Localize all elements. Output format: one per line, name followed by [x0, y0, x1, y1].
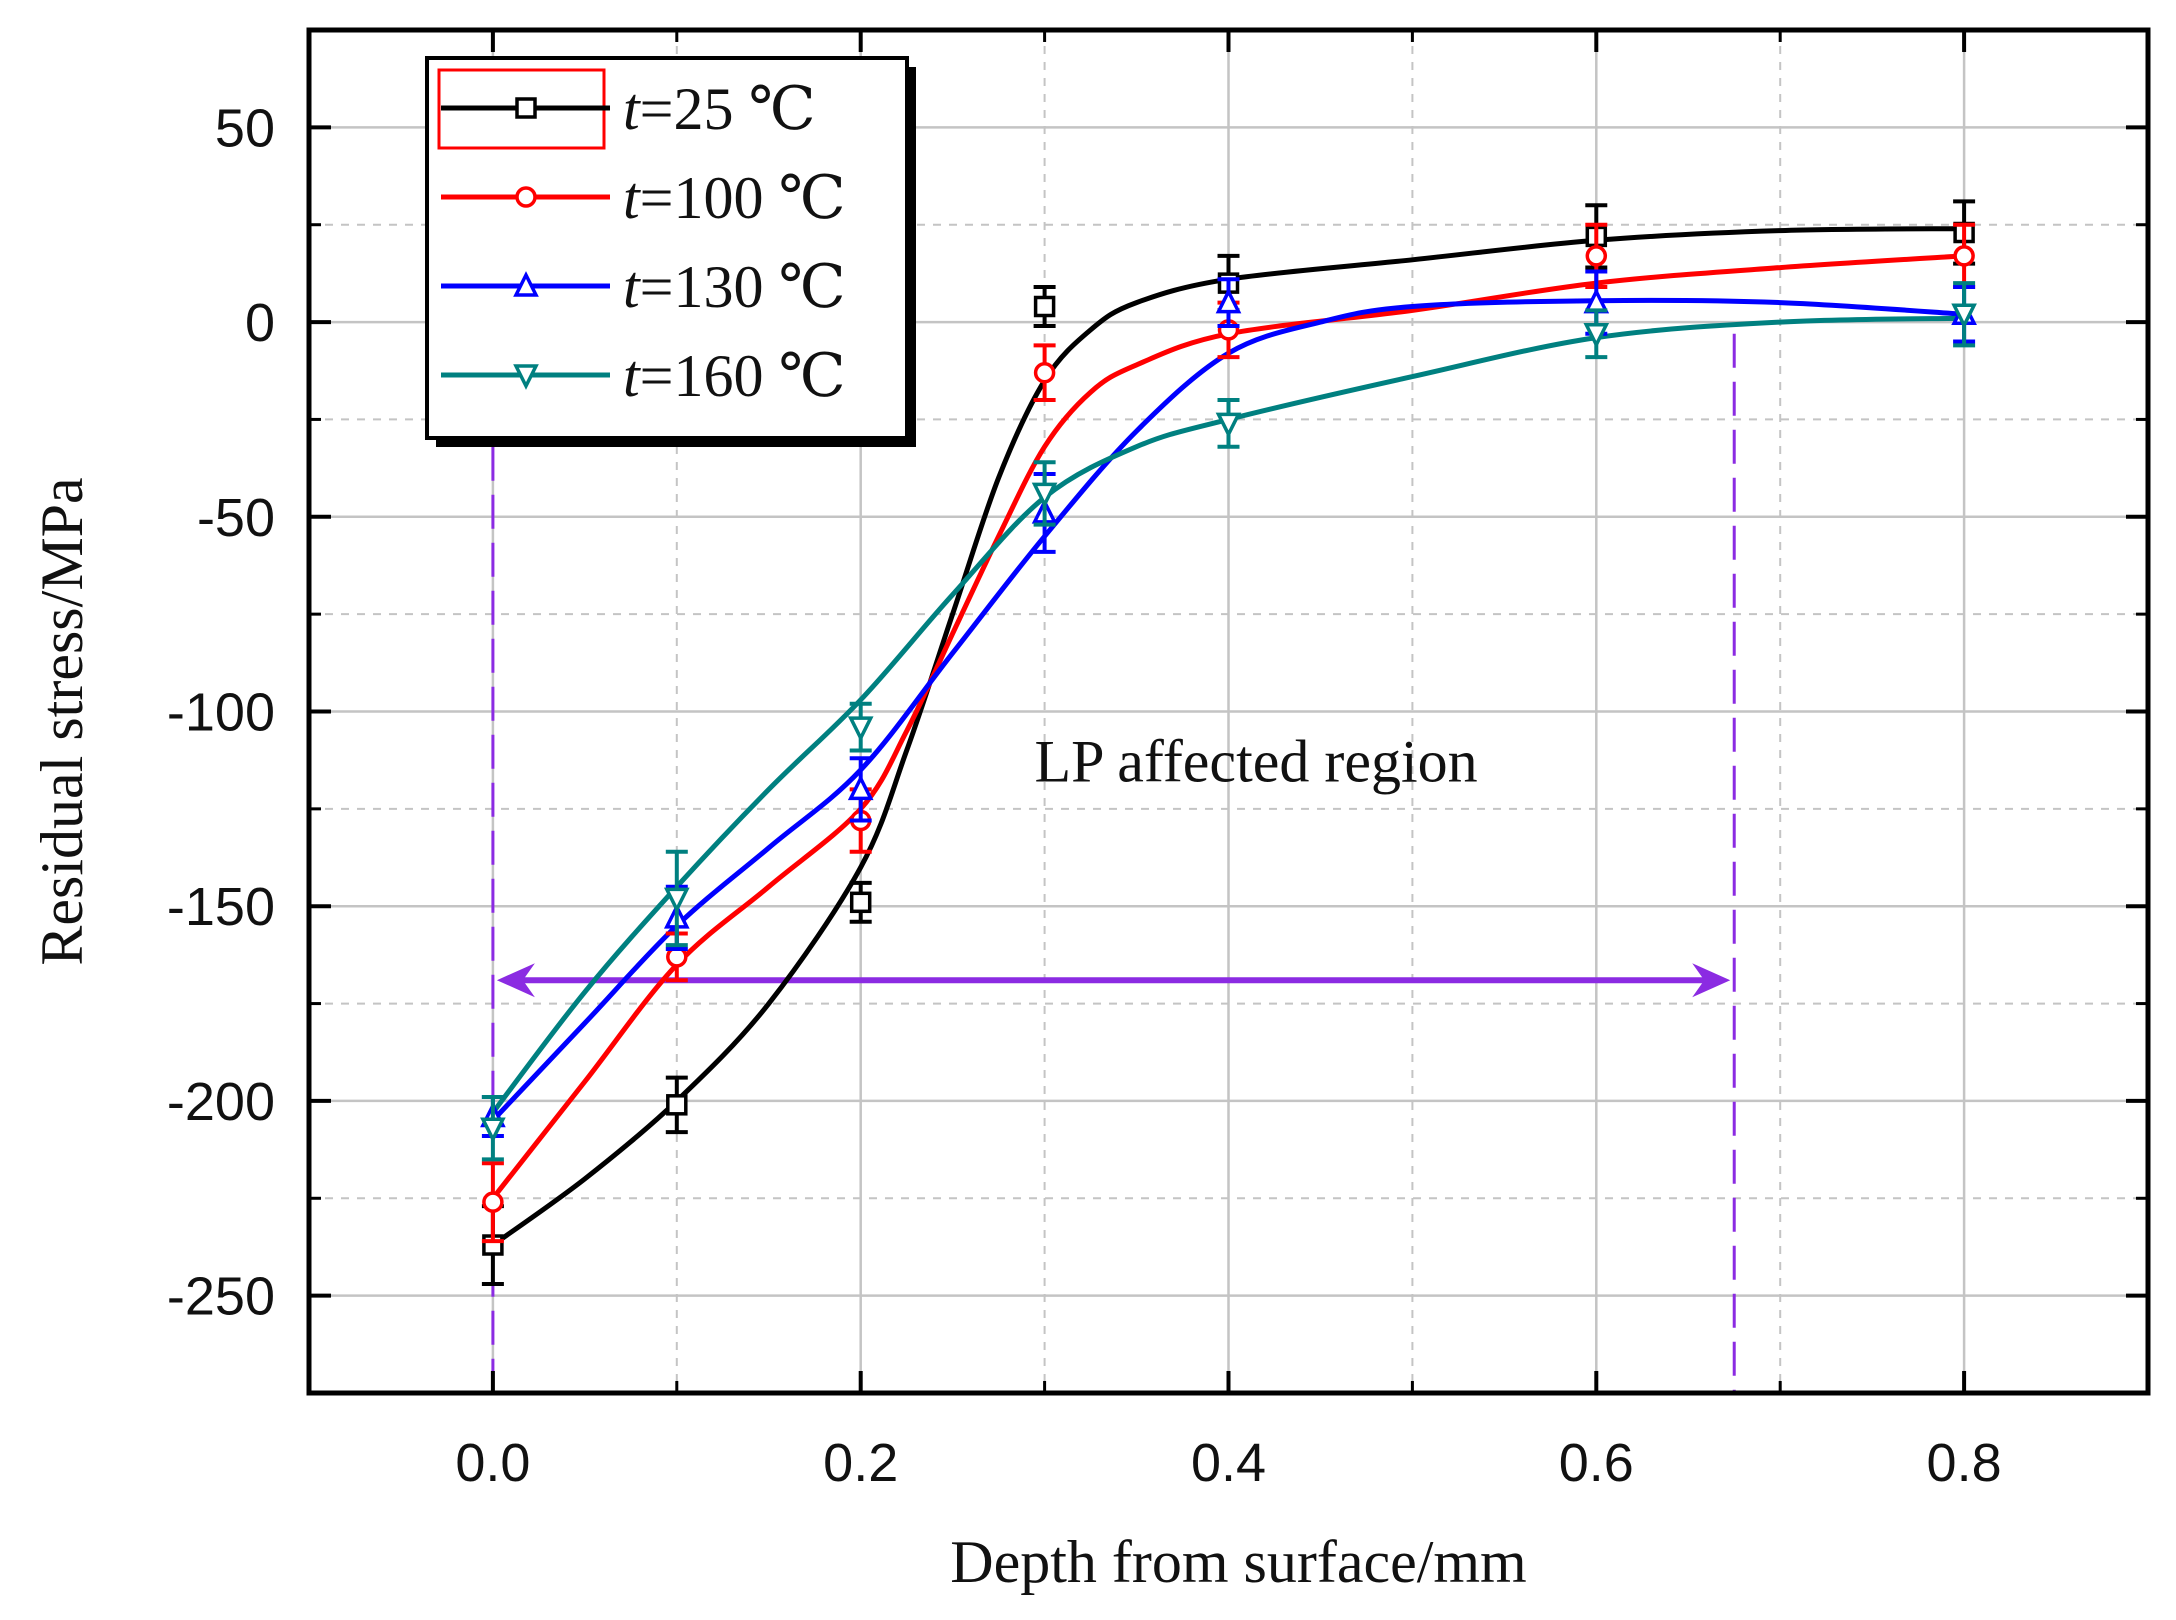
x-axis-title: Depth from surface/mm [950, 1529, 1526, 1595]
legend-marker-100 [515, 186, 537, 208]
x-tick-label: 0.8 [1927, 1433, 2002, 1493]
y-tick-label: 50 [215, 98, 275, 158]
region-arrow-right-head [1692, 963, 1731, 998]
data-point-160 [480, 1117, 506, 1144]
y-tick-label: -150 [167, 877, 275, 937]
legend-label-130: t=130 ℃ [623, 254, 846, 320]
legend-label-100: t=100 ℃ [623, 165, 846, 231]
tick-labels: 0.0 0.2 0.4 0.6 0.8 50 0 -50 -100 -150 -200 -250 [167, 98, 2002, 1493]
legend-label-25: t=25 ℃ [623, 76, 816, 142]
y-tick-label: -100 [167, 683, 275, 743]
x-tick-label: 0.4 [1191, 1433, 1266, 1493]
data-point-100 [1953, 245, 1975, 267]
data-point-160 [663, 887, 690, 914]
data-point-160 [1215, 412, 1242, 439]
legend: t=25 ℃ t=100 ℃ t=130 ℃ t=160 ℃ [425, 56, 916, 447]
x-tick-label: 0.2 [823, 1433, 898, 1493]
data-point-25 [849, 891, 872, 914]
annotations: LP affected region [1035, 729, 1478, 795]
axis-ticks [309, 30, 2148, 1393]
region-label: LP affected region [1035, 729, 1478, 795]
legend-marker-160 [513, 364, 539, 390]
legend-marker-25 [515, 97, 537, 119]
data-points [480, 199, 1977, 1286]
x-tick-label: 0.0 [455, 1433, 530, 1493]
y-axis-title: Residual stress/MPa [29, 477, 95, 965]
y-tick-label: 0 [245, 293, 275, 353]
data-point-100 [482, 1191, 504, 1213]
y-tick-label: -250 [167, 1267, 275, 1327]
data-point-130 [1215, 287, 1242, 314]
y-tick-label: -50 [197, 488, 275, 548]
data-point-160 [1031, 482, 1058, 509]
data-point-160 [1583, 323, 1610, 349]
data-point-100 [1585, 245, 1608, 267]
legend-label-160: t=160 ℃ [623, 343, 846, 409]
region-arrow-left-head [496, 963, 535, 998]
fit-curve-25 [491, 226, 1965, 1248]
legend-marker-130 [513, 271, 539, 297]
fit-curve-100 [490, 253, 1965, 1200]
data-point-160 [1951, 303, 1977, 330]
y-tick-label: -200 [167, 1072, 275, 1132]
data-point-160 [847, 716, 874, 742]
data-point-25 [1033, 295, 1056, 318]
data-point-130 [847, 774, 874, 801]
x-tick-label: 0.6 [1559, 1433, 1634, 1493]
data-point-100 [1033, 361, 1056, 384]
data-point-25 [666, 1094, 688, 1116]
